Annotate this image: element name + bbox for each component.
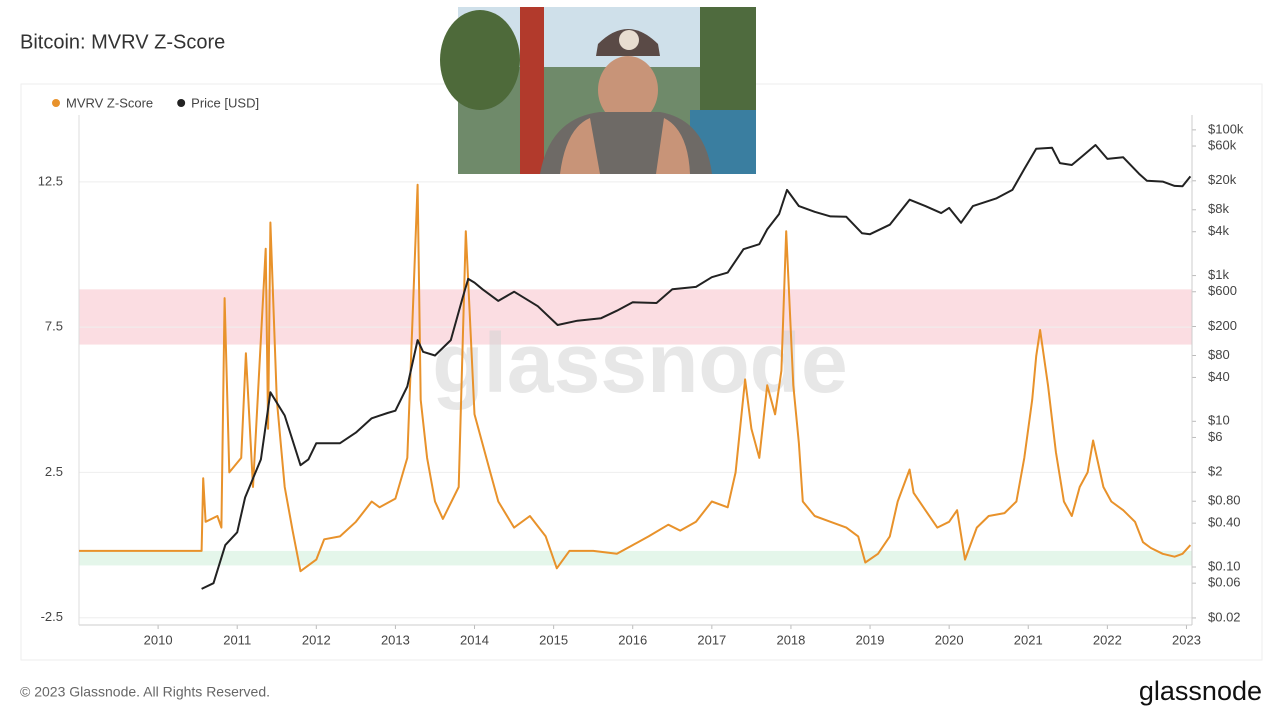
- series-line: [201, 144, 1192, 590]
- y2-tick-label: $0.10: [1208, 558, 1241, 573]
- y-tick-label: 7.5: [45, 319, 63, 334]
- x-tick-label: 2015: [539, 632, 568, 647]
- y2-tick-label: $100k: [1208, 121, 1244, 136]
- chart-title: Bitcoin: MVRV Z-Score: [20, 31, 225, 53]
- y-tick-label: 12.5: [38, 173, 63, 188]
- x-tick-label: 2016: [618, 632, 647, 647]
- x-tick-label: 2017: [697, 632, 726, 647]
- watermark: glassnode: [432, 316, 847, 410]
- webcam-overlay: [440, 7, 756, 174]
- y2-tick-label: $0.02: [1208, 609, 1241, 624]
- legend-label: Price [USD]: [191, 95, 259, 110]
- legend-label: MVRV Z-Score: [66, 95, 153, 110]
- y2-tick-label: $20k: [1208, 172, 1237, 187]
- x-tick-label: 2021: [1014, 632, 1043, 647]
- logo: glassnode: [1139, 676, 1262, 706]
- copyright: © 2023 Glassnode. All Rights Reserved.: [20, 684, 270, 700]
- legend-marker: [177, 99, 186, 107]
- y2-tick-label: $10: [1208, 413, 1230, 428]
- y-tick-label: 2.5: [45, 464, 63, 479]
- y2-tick-label: $0.80: [1208, 493, 1241, 508]
- x-tick-label: 2013: [381, 632, 410, 647]
- x-tick-label: 2010: [144, 632, 173, 647]
- y2-tick-label: $6: [1208, 429, 1222, 444]
- zone-band: [79, 289, 1192, 345]
- x-tick-label: 2011: [223, 632, 251, 647]
- y2-tick-label: $0.06: [1208, 575, 1241, 590]
- y2-tick-label: $200: [1208, 318, 1237, 333]
- y2-tick-label: $8k: [1208, 201, 1229, 216]
- y2-tick-label: $2: [1208, 464, 1222, 479]
- y2-tick-label: $0.40: [1208, 515, 1241, 530]
- y-tick-label: -2.5: [41, 609, 63, 624]
- x-tick-label: 2014: [460, 632, 489, 647]
- plot: 12.5 7.5 2.5 -2.5 $100k$60k $20k $8k $4k $1k$600…: [38, 95, 1244, 647]
- x-tick-label: 2022: [1093, 632, 1122, 647]
- y2-tick-label: $80: [1208, 347, 1230, 362]
- x-tick-label: 2019: [856, 632, 885, 647]
- y2-tick-label: $600: [1208, 283, 1237, 298]
- y2-tick-label: $1k: [1208, 267, 1229, 282]
- y2-tick-label: $4k: [1208, 223, 1229, 238]
- x-tick-label: 2012: [302, 632, 331, 647]
- x-tick-label: 2018: [776, 632, 805, 647]
- y2-tick-label: $40: [1208, 369, 1230, 384]
- x-tick-label: 2023: [1172, 632, 1201, 647]
- x-tick-label: 2020: [935, 632, 964, 647]
- legend-marker: [52, 99, 60, 107]
- series-line: [79, 183, 1192, 573]
- zone-band: [79, 550, 1192, 566]
- y2-tick-label: $60k: [1208, 137, 1237, 152]
